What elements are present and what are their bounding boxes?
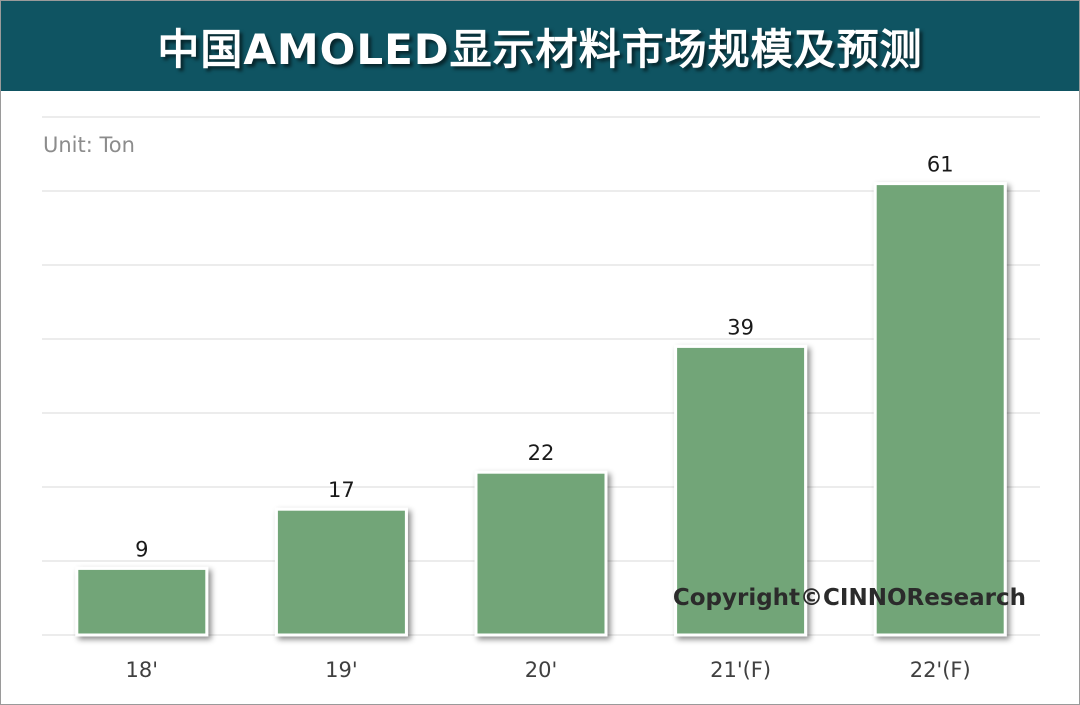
x-tick-label: 22'(F) [910,658,971,682]
bars [75,182,1007,637]
data-label: 39 [727,315,754,339]
copyright-annotation: Copyright©CINNOResearch [673,585,1026,611]
title-banner: 中国AMOLED显示材料市场规模及预测 [1,1,1079,91]
bar [674,344,808,637]
data-label: 9 [135,537,148,561]
bar [75,566,209,637]
bar [873,182,1007,637]
x-tick-label: 21'(F) [710,658,771,682]
x-axis-ticks: 18' 19' 20' 21'(F) 22'(F) [126,658,971,682]
x-tick-label: 19' [325,658,358,682]
bar [474,470,608,637]
data-label: 22 [528,441,555,465]
x-tick-label: 20' [525,658,558,682]
data-labels: 9 17 22 39 61 [135,153,953,562]
bar [274,507,408,637]
unit-label: Unit: Ton [43,133,135,157]
chart-title: 中国AMOLED显示材料市场规模及预测 [157,24,923,74]
data-label: 17 [328,478,355,502]
x-tick-label: 18' [126,658,159,682]
data-label: 61 [927,153,954,177]
